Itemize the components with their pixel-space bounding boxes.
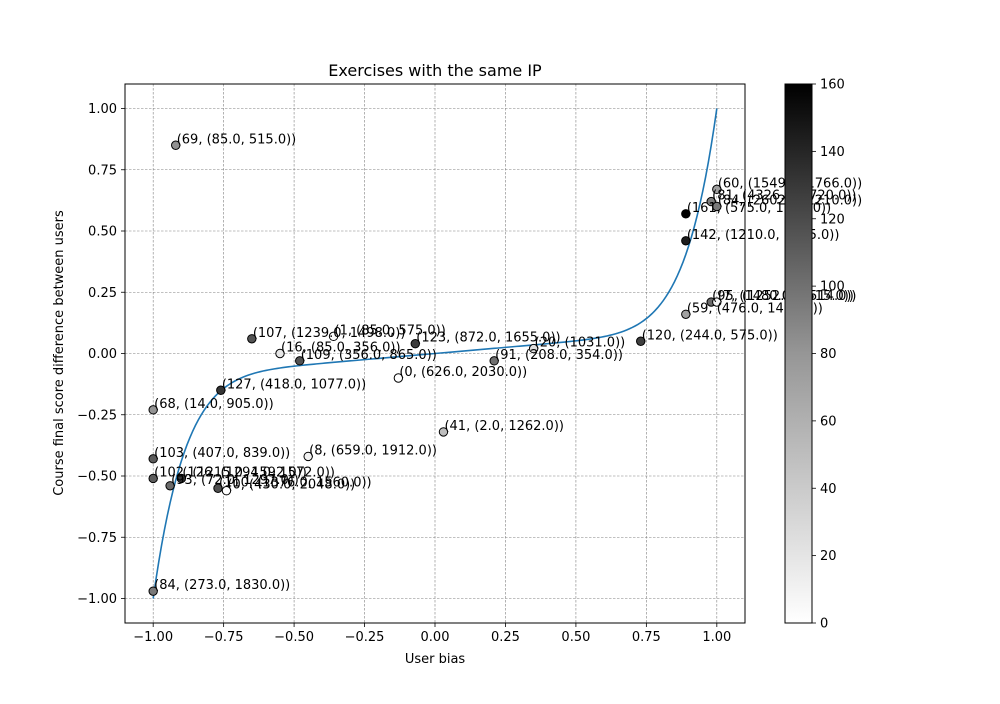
data-point-label: (107, (1239.0, 1498.0)) xyxy=(253,326,406,341)
data-point-label: (1, (85.0, 575.0)) xyxy=(335,323,446,338)
y-axis-label: Course final score difference between us… xyxy=(52,210,67,496)
colorbar-tick-label: 0 xyxy=(820,617,828,632)
data-point xyxy=(275,348,285,359)
data-point-label: (84, (273.0, 1830.0)) xyxy=(154,578,290,593)
data-point-label: (81, (4326.0, 4720.0)) xyxy=(712,189,856,204)
x-tick-label: 1.00 xyxy=(702,630,731,645)
data-point xyxy=(712,201,722,212)
data-point-label: (102, (1215.0, 1592.0)) xyxy=(154,465,307,480)
colorbar-tick-label: 160 xyxy=(820,78,845,93)
x-tick-label: 0.75 xyxy=(632,630,661,645)
x-tick-label: −0.25 xyxy=(345,630,385,645)
x-tick-label: −1.00 xyxy=(133,630,173,645)
data-point-label: (120, (244.0, 575.0)) xyxy=(642,328,778,343)
data-point xyxy=(148,454,158,464)
data-point-label: (8, (659.0, 1912.0)) xyxy=(309,443,437,458)
data-point-label: (126, (1294.0, 1572.0)) xyxy=(182,465,335,480)
data-point-label: (109, (356.0, 865.0)) xyxy=(301,348,437,363)
data-point xyxy=(528,343,539,354)
data-point-label: (142, (1210.0, 1255.0)) xyxy=(687,228,840,243)
data-point xyxy=(295,356,305,366)
data-point xyxy=(148,473,158,484)
data-point xyxy=(712,184,722,195)
data-point xyxy=(247,334,257,344)
y-tick-label: 0.50 xyxy=(88,225,117,240)
data-point-label: (0, (430.0, 2048.0)) xyxy=(227,478,355,493)
data-point xyxy=(303,451,313,462)
colorbar-ticks: 0 20 40 60 80 100 120 140 160 xyxy=(812,78,845,632)
data-point xyxy=(328,331,339,342)
colorbar-tick-label: 140 xyxy=(820,145,845,160)
data-point xyxy=(176,473,187,484)
x-tick-label: 0.25 xyxy=(491,630,520,645)
colorbar-tick-label: 100 xyxy=(820,280,845,295)
data-point xyxy=(410,339,420,349)
y-tick-label: 0.25 xyxy=(88,286,117,301)
data-point-label: (91, (208.0, 354.0)) xyxy=(495,348,623,363)
y-tick-label: −0.50 xyxy=(77,470,117,485)
data-point xyxy=(216,385,226,395)
data-point xyxy=(171,140,181,150)
colorbar xyxy=(784,83,813,624)
chart-title: Exercises with the same IP xyxy=(328,61,542,80)
data-point xyxy=(165,481,175,491)
data-point xyxy=(148,586,158,596)
data-point xyxy=(681,209,691,219)
data-point-label: (68, (14.0, 905.0)) xyxy=(154,397,274,412)
data-point xyxy=(221,486,232,496)
y-tick-label: −1.00 xyxy=(77,592,117,607)
y-tick-label: 0.75 xyxy=(88,163,117,178)
data-point-label: (95, (1252.0, 1514.0)) xyxy=(712,289,856,304)
data-points xyxy=(148,140,722,596)
data-point-label: (69, (85.0, 515.0)) xyxy=(177,132,297,147)
x-tick-label: −0.75 xyxy=(204,630,244,645)
x-tick-label: 0.00 xyxy=(421,630,450,645)
x-tick-label: −0.50 xyxy=(274,630,314,645)
point-labels: (69, (85.0, 515.0)) (107, (1239.0, 1498.0… xyxy=(154,132,862,593)
data-point xyxy=(712,297,722,307)
fit-curve-group xyxy=(152,108,718,599)
data-point-label: (110, (1376.0, 1560.0)) xyxy=(219,475,372,490)
x-axis-ticks: −1.00 −0.75 −0.50 −0.25 0.00 0.25 0.50 0.75 1.00 xyxy=(133,623,731,645)
data-point xyxy=(438,427,449,437)
colorbar-tick-label: 40 xyxy=(820,482,837,497)
data-point-label: (20, (1031.0)) xyxy=(535,336,626,351)
colorbar-tick-label: 60 xyxy=(820,414,837,429)
fit-curve xyxy=(152,108,718,599)
x-axis-label: User bias xyxy=(405,652,466,667)
data-point xyxy=(636,336,646,346)
y-tick-label: 1.00 xyxy=(88,102,117,117)
data-point xyxy=(489,356,499,366)
y-tick-label: −0.25 xyxy=(77,408,117,423)
colorbar-tick-label: 120 xyxy=(820,212,845,227)
y-axis-ticks: −1.00 −0.75 −0.50 −0.25 0.00 0.25 0.50 0.75 1.00 xyxy=(77,102,125,607)
data-point xyxy=(213,483,223,493)
x-tick-label: 0.50 xyxy=(561,630,590,645)
data-point-label: (103, (407.0, 839.0)) xyxy=(154,446,290,461)
data-point xyxy=(681,236,691,246)
data-point-label: (123, (872.0, 1655.0)) xyxy=(416,331,560,346)
data-point-label: (93, (72.0, 1297.0)) xyxy=(171,473,299,488)
data-point-label: (0, (626.0, 2030.0)) xyxy=(399,365,527,380)
colorbar-tick-label: 20 xyxy=(820,549,837,564)
data-point xyxy=(148,405,158,415)
grid-lines xyxy=(125,84,745,623)
data-point-label: (127, (418.0, 1077.0)) xyxy=(222,377,366,392)
data-point xyxy=(393,373,404,383)
data-point-label: (41, (2.0, 1262.0)) xyxy=(444,419,564,434)
data-point-label: (16, (85.0, 356.0)) xyxy=(281,341,401,356)
y-tick-label: −0.75 xyxy=(77,531,117,546)
y-tick-label: 0.00 xyxy=(88,347,117,362)
colorbar-tick-label: 80 xyxy=(820,347,837,362)
data-point xyxy=(681,309,691,319)
